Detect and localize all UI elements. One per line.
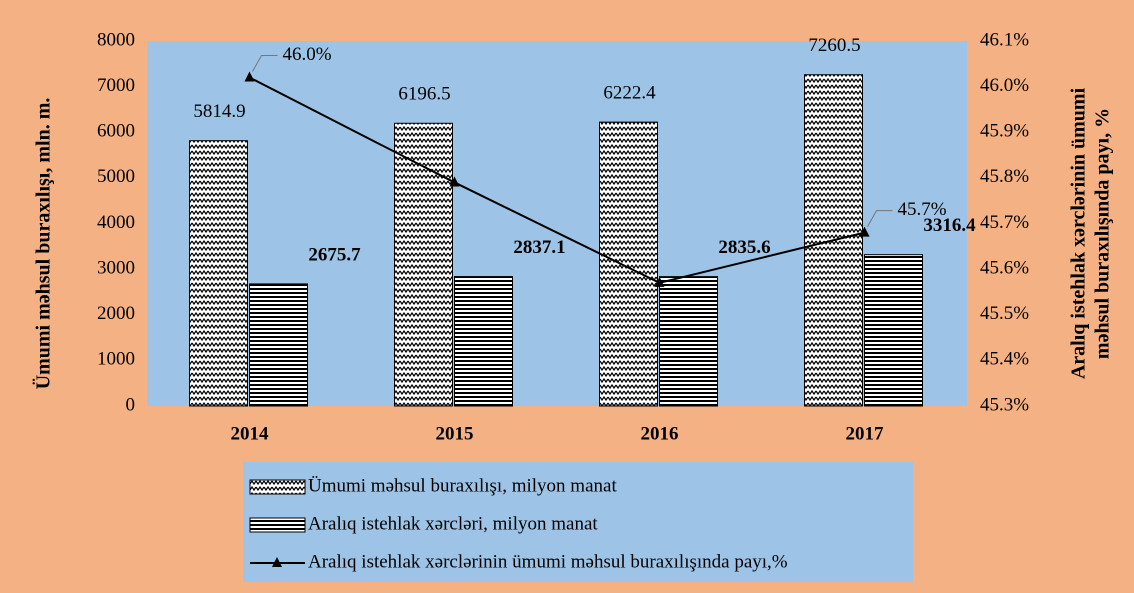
y2-tick-label: 45.4% [980,349,1029,370]
y2-tick-label: 46.1% [980,29,1029,50]
bar [454,276,513,407]
x-tick-label: 2017 [846,423,885,444]
data-label: 7260.5 [808,35,860,56]
y-tick-label: 1000 [97,349,135,370]
line-label: 45.7% [898,199,947,220]
y2-axis-title: Aralıq istehlak xərclərinin ümumi [1068,87,1090,379]
y-axis-title: Ümumi məhsul buraxılışı, mln. m. [32,98,55,390]
y-tick-label: 2000 [97,303,135,324]
data-label: 2675.7 [308,244,361,265]
bar [599,121,658,407]
legend-label: Ümumi məhsul buraxılışı, milyon manat [308,475,617,496]
data-label: 3316.4 [923,215,976,236]
data-label: 2837.1 [513,237,565,258]
bar [249,283,308,407]
line-marker [859,226,870,237]
y2-tick-label: 45.7% [980,212,1029,233]
y2-axis-title: məhsul buraxılışında payı, % [1092,108,1114,359]
y2-tick-label: 45.5% [980,303,1029,324]
x-tick-label: 2014 [231,423,270,444]
bar [864,254,923,407]
line-marker [654,276,665,287]
data-label: 6196.5 [398,84,450,105]
legend-swatch [249,479,306,495]
leader-line [252,55,278,72]
bar [394,122,453,407]
data-label: 5814.9 [193,101,245,122]
line-label: 46.0% [283,44,332,65]
y-tick-label: 3000 [97,257,135,278]
line [249,76,865,284]
y-tick-label: 8000 [97,29,135,50]
legend-label: Aralıq istehlak xərclərinin ümumi məhsul… [308,551,788,572]
y2-tick-label: 46.0% [980,75,1029,96]
y2-tick-label: 45.8% [980,166,1029,187]
legend-marker [272,557,282,567]
bar [189,140,248,407]
legend-box [243,462,913,582]
legend-swatch [249,517,306,533]
x-tick-label: 2016 [641,423,679,444]
line-marker [449,176,460,187]
y-tick-label: 0 [126,394,136,415]
y-tick-label: 4000 [97,212,135,233]
y-tick-label: 5000 [97,166,135,187]
legend-label: Aralıq istehlak xərcləri, milyon manat [308,513,598,534]
x-tick-label: 2015 [436,423,474,444]
bar [659,276,718,407]
y-tick-label: 6000 [97,121,135,142]
data-label: 6222.4 [603,82,656,103]
y2-tick-label: 45.6% [980,257,1029,278]
data-label: 2835.6 [718,237,770,258]
leader-line [867,210,893,227]
line-marker [244,71,255,82]
y2-tick-label: 45.9% [980,121,1029,142]
y2-tick-label: 45.3% [980,394,1029,415]
y-tick-label: 7000 [97,75,135,96]
